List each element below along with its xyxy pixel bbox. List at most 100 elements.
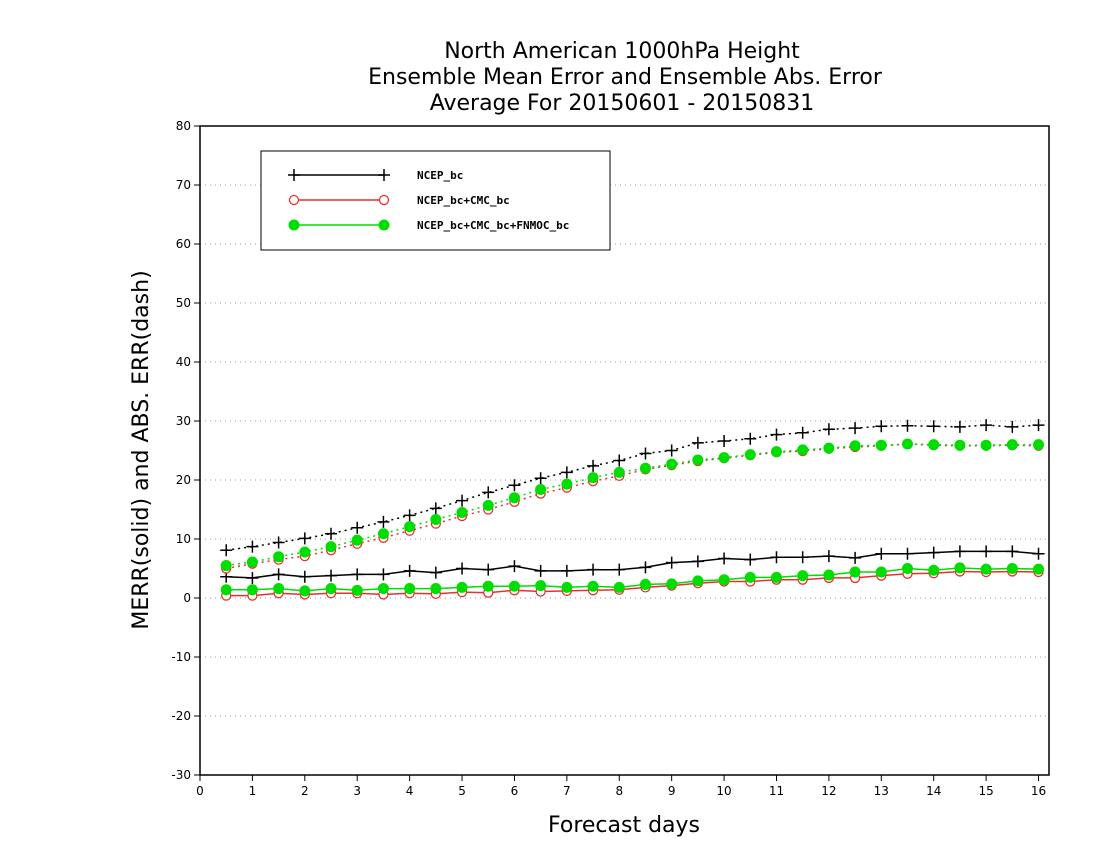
- abs-err-point: [875, 439, 887, 451]
- abs-err-point: [770, 446, 782, 458]
- abs-err-point: [691, 436, 704, 449]
- abs-err-point: [587, 472, 599, 484]
- abs-err-point: [928, 439, 940, 451]
- merr-point: [220, 584, 232, 596]
- abs-err-point: [429, 502, 442, 515]
- abs-err-point: [430, 514, 442, 526]
- abs-err-point: [613, 466, 625, 478]
- abs-err-point: [404, 521, 416, 533]
- merr-point: [404, 583, 416, 595]
- legend-label: NCEP_bc: [417, 169, 463, 182]
- y-tick-label: 10: [176, 532, 191, 546]
- merr-point: [351, 584, 363, 596]
- merr-point: [561, 581, 573, 593]
- merr-point: [1033, 563, 1045, 575]
- x-tick-label: 10: [716, 784, 731, 798]
- merr-point: [430, 583, 442, 595]
- x-tick-label: 4: [406, 784, 414, 798]
- merr-point: [325, 583, 337, 595]
- abs-err-point: [639, 462, 651, 474]
- merr-point: [797, 570, 809, 582]
- abs-err-point: [456, 506, 468, 518]
- merr-point: [587, 563, 600, 576]
- x-tick-label: 2: [301, 784, 309, 798]
- abs-err-point: [299, 546, 311, 558]
- merr-point: [508, 560, 521, 573]
- merr-point: [902, 563, 913, 574]
- abs-err-point: [954, 439, 966, 451]
- legend-item-ncep-bc: NCEP_bc: [288, 169, 463, 182]
- x-tick-label: 13: [874, 784, 889, 798]
- y-tick-label: 70: [176, 178, 191, 192]
- y-tick-label: -30: [171, 768, 191, 782]
- merr-point: [508, 580, 520, 592]
- x-tick-label: 6: [511, 784, 519, 798]
- y-tick-label: -20: [171, 709, 191, 723]
- series-ncep-bc-cmc-bc-fnmoc-bc: [220, 438, 1045, 597]
- merr-point: [429, 566, 442, 579]
- merr-point: [901, 547, 914, 560]
- abs-err-point: [377, 515, 390, 528]
- x-tick-label: 16: [1031, 784, 1046, 798]
- merr-point: [666, 578, 678, 590]
- abs-err-point: [718, 435, 731, 448]
- x-tick-label: 5: [458, 784, 466, 798]
- abs-err-point: [823, 442, 835, 454]
- legend-marker: [288, 194, 300, 206]
- merr-point: [928, 564, 940, 576]
- merr-point: [560, 564, 573, 577]
- abs-err-point: [246, 556, 258, 568]
- x-tick-label: 8: [615, 784, 623, 798]
- merr-point: [613, 563, 626, 576]
- abs-err-point: [770, 428, 783, 441]
- abs-err-point: [822, 423, 835, 436]
- merr-point: [849, 566, 861, 578]
- merr-point: [246, 584, 258, 596]
- abs-err-point: [1006, 439, 1018, 451]
- abs-err-line-ncep-bc-cmc-bc: [226, 443, 1039, 570]
- merr-point: [482, 580, 494, 592]
- x-tick-label: 9: [668, 784, 676, 798]
- legend-items: NCEP_bc NCEP_bc+CMC_bc NCEP_bc+CMC_bc+FNMO…: [288, 169, 569, 232]
- abs-err-point: [849, 422, 862, 435]
- title-line-3: Average For 20150601 - 20150831: [430, 91, 815, 116]
- legend-marker: [378, 194, 390, 206]
- y-tick-label: 60: [176, 237, 191, 251]
- legend-marker: [378, 169, 390, 181]
- merr-point: [456, 562, 469, 575]
- abs-err-point: [246, 540, 259, 553]
- abs-err-point: [718, 452, 730, 464]
- merr-point: [534, 564, 547, 577]
- merr-point: [823, 569, 835, 581]
- merr-point: [718, 552, 731, 565]
- abs-err-point: [797, 444, 809, 456]
- merr-point: [246, 571, 259, 584]
- y-tick-label: 50: [176, 296, 191, 310]
- merr-line-ncep-bc-cmc-bc-fnmoc-bc: [226, 567, 1039, 592]
- abs-err-point: [560, 466, 573, 479]
- merr-point: [377, 568, 390, 581]
- merr-point: [692, 575, 704, 587]
- merr-point: [980, 563, 992, 575]
- series-ncep-bc-cmc-bc: [221, 438, 1044, 601]
- plot-frame: [199, 125, 1050, 776]
- x-tick-label: 11: [769, 784, 784, 798]
- merr-point: [535, 580, 547, 592]
- merr-point: [1032, 547, 1045, 560]
- abs-err-line-ncep-bc-cmc-bc-fnmoc-bc: [226, 443, 1039, 567]
- merr-point: [639, 578, 651, 590]
- abs-err-point: [325, 527, 338, 540]
- y-axis-title: MERR(solid) and ABS. ERR(dash): [129, 270, 154, 629]
- abs-err-point: [613, 454, 626, 467]
- y-tick-label: 80: [176, 119, 191, 133]
- abs-err-point: [561, 478, 573, 490]
- abs-err-point: [666, 458, 678, 470]
- abs-err-point: [351, 521, 364, 534]
- merr-point: [796, 551, 809, 564]
- merr-point: [744, 571, 756, 583]
- merr-point: [1006, 545, 1019, 558]
- series-layer: [220, 419, 1045, 601]
- abs-err-point: [927, 420, 940, 433]
- abs-err-point: [534, 472, 547, 485]
